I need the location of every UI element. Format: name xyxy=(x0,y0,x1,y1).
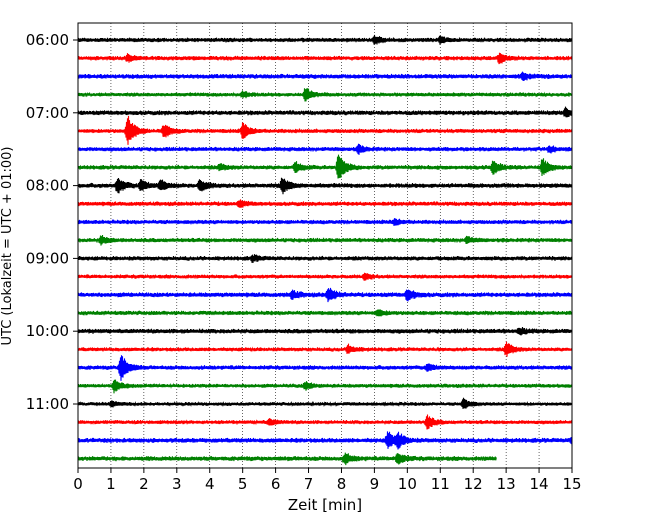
trace-0615 xyxy=(77,52,573,65)
y-axis-title: UTC (Lokalzeit = UTC + 01:00) xyxy=(0,147,15,346)
trace-0700 xyxy=(77,106,573,118)
trace-0600 xyxy=(77,34,573,45)
x-tick-label-6: 6 xyxy=(271,475,281,493)
plot-frame xyxy=(77,22,573,469)
trace-0645 xyxy=(77,88,573,102)
trace-1045 xyxy=(77,379,573,394)
trace-0630 xyxy=(77,71,573,82)
x-tick-label-11: 11 xyxy=(431,475,450,493)
trace-0730 xyxy=(77,143,573,155)
trace-1145 xyxy=(77,452,497,466)
x-tick-label-0: 0 xyxy=(73,475,83,493)
x-tick-label-14: 14 xyxy=(530,475,549,493)
y-tick-label-0800: 08:00 xyxy=(26,177,69,195)
trace-0815 xyxy=(77,199,573,208)
y-tick-label-0600: 06:00 xyxy=(26,31,69,49)
trace-1115 xyxy=(77,414,573,430)
x-tick-label-1: 1 xyxy=(106,475,116,493)
x-tick-label-9: 9 xyxy=(370,475,380,493)
x-tick-label-13: 13 xyxy=(497,475,516,493)
trace-1030 xyxy=(77,355,573,381)
trace-0830 xyxy=(77,218,573,226)
trace-1015 xyxy=(77,341,573,357)
x-tick-label-10: 10 xyxy=(398,475,417,493)
trace-1000 xyxy=(77,326,573,336)
x-tick-label-8: 8 xyxy=(337,475,347,493)
trace-0900 xyxy=(77,254,573,263)
trace-0930 xyxy=(77,287,573,303)
x-tick-label-7: 7 xyxy=(304,475,314,493)
x-tick-label-2: 2 xyxy=(139,475,149,493)
grid-lines xyxy=(110,23,540,468)
seismogram-traces xyxy=(77,34,573,466)
y-axis-ticks: 06:00 07:00 08:00 09:00 10:00 11:00 xyxy=(26,31,78,413)
x-tick-label-5: 5 xyxy=(238,475,248,493)
trace-0915 xyxy=(77,272,573,281)
x-axis-ticks: 0 1 2 3 4 5 6 7 8 9 10 11 12 13 14 15 xyxy=(73,468,582,493)
trace-1130 xyxy=(77,431,573,450)
x-tick-label-15: 15 xyxy=(562,475,581,493)
y-tick-label-0900: 09:00 xyxy=(26,249,69,267)
x-axis-title: Zeit [min] xyxy=(288,496,362,514)
y-tick-label-1000: 10:00 xyxy=(26,322,69,340)
x-tick-label-12: 12 xyxy=(464,475,483,493)
trace-0745 xyxy=(77,154,573,179)
y-tick-label-0700: 07:00 xyxy=(26,104,69,122)
trace-0945 xyxy=(77,309,573,317)
trace-0845 xyxy=(77,234,573,246)
trace-1100 xyxy=(77,397,573,409)
x-tick-label-4: 4 xyxy=(205,475,215,493)
y-tick-label-1100: 11:00 xyxy=(26,395,69,413)
trace-0715 xyxy=(77,115,573,145)
trace-0800 xyxy=(77,177,573,195)
x-tick-label-3: 3 xyxy=(172,475,182,493)
